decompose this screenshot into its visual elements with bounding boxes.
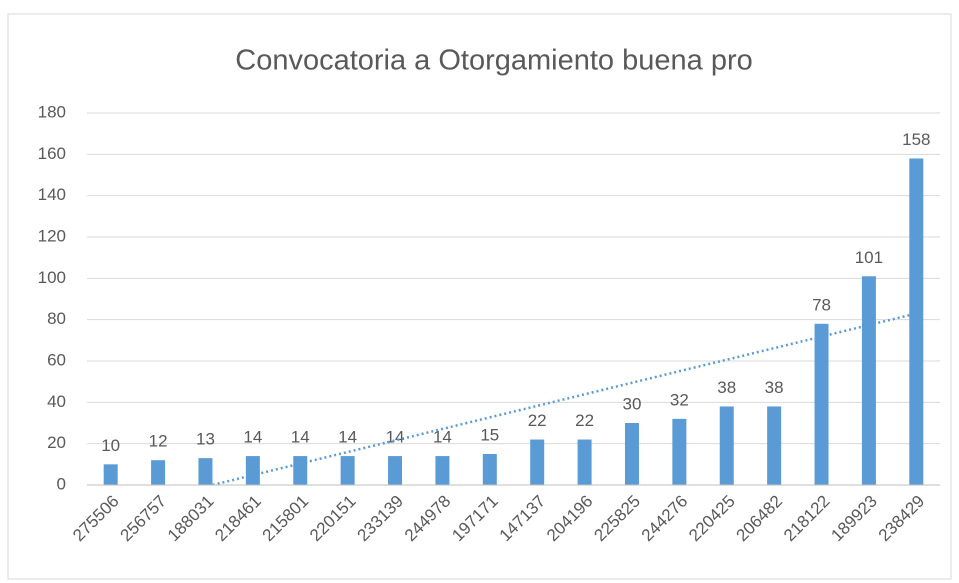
- data-label: 14: [338, 428, 357, 447]
- data-label: 101: [855, 248, 883, 267]
- chart-title: Convocatoria a Otorgamiento buena pro: [235, 45, 752, 77]
- data-label: 14: [243, 428, 262, 447]
- bar: [577, 439, 592, 485]
- data-label: 22: [528, 411, 547, 430]
- bar: [103, 464, 118, 485]
- y-tick-label: 0: [57, 474, 66, 493]
- y-tick-label: 120: [38, 226, 66, 245]
- bar: [293, 456, 308, 485]
- data-label: 14: [291, 428, 310, 447]
- bar: [151, 460, 166, 485]
- bar: [814, 323, 829, 485]
- data-label: 10: [101, 436, 120, 455]
- y-tick-label: 140: [38, 185, 66, 204]
- bar: [245, 456, 260, 485]
- data-label: 14: [433, 428, 452, 447]
- data-label: 13: [196, 430, 215, 449]
- data-label: 15: [480, 425, 499, 444]
- data-label: 30: [623, 394, 642, 413]
- data-label: 14: [386, 428, 405, 447]
- bar: [435, 456, 450, 485]
- y-tick-label: 100: [38, 268, 66, 287]
- y-tick-label: 60: [47, 350, 66, 369]
- data-label: 78: [812, 295, 831, 314]
- bar: [672, 418, 687, 485]
- data-label: 32: [670, 390, 689, 409]
- bar: [861, 276, 876, 485]
- bar: [340, 456, 355, 485]
- data-label: 38: [717, 378, 736, 397]
- bar: [624, 423, 639, 485]
- y-tick-label: 80: [47, 309, 66, 328]
- bar: [388, 456, 403, 485]
- bar: [719, 406, 734, 485]
- y-tick-label: 160: [38, 144, 66, 163]
- bar: [530, 439, 545, 485]
- chart-border: [7, 13, 952, 580]
- bar: [198, 458, 213, 485]
- trendline-group: [207, 312, 917, 485]
- trendline: [207, 312, 917, 485]
- data-label: 12: [149, 432, 168, 451]
- y-tick-label: 40: [47, 392, 66, 411]
- data-label: 38: [765, 378, 784, 397]
- data-label: 22: [575, 411, 594, 430]
- bar: [909, 158, 924, 485]
- bar: [482, 454, 497, 485]
- bar: [767, 406, 782, 485]
- y-tick-label: 20: [47, 433, 66, 452]
- y-tick-label: 180: [38, 102, 66, 121]
- data-label: 158: [902, 130, 930, 149]
